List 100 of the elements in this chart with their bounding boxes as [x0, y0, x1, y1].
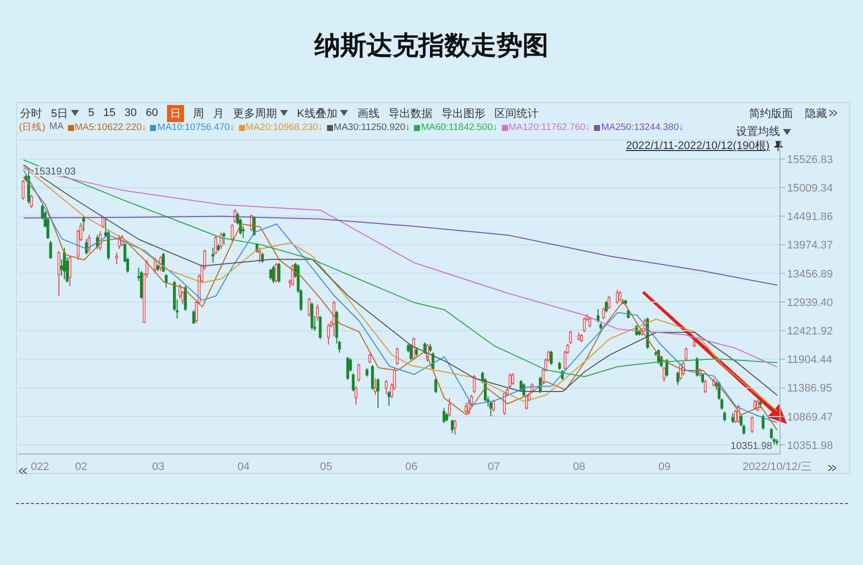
candlestick [316, 304, 319, 322]
candlestick [318, 315, 322, 340]
candlestick [269, 268, 272, 280]
text: 5 [88, 107, 94, 119]
text: 导出数据 [388, 106, 432, 120]
candlestick [676, 371, 680, 386]
candlestick [68, 255, 72, 286]
candlestick [442, 408, 446, 424]
x-tick-label: 05 [320, 460, 332, 473]
candlestick [272, 264, 275, 284]
candlestick [184, 285, 187, 312]
text: 隐藏 [805, 106, 828, 120]
text: 简约版面 [749, 106, 793, 120]
y-tick-label: 12939.40 [787, 296, 833, 309]
text: MA [49, 121, 64, 134]
legend-label: MA120:11762.760↓ [508, 122, 590, 133]
y-tick-label: 13974.37 [787, 240, 833, 252]
candlestick [384, 379, 388, 395]
candlestick [662, 366, 666, 382]
chart-title: 纳斯达克指数走势图 [313, 29, 550, 62]
candlestick [371, 364, 374, 390]
candlestick [22, 179, 25, 200]
candlestick [582, 316, 586, 333]
y-tick-label: 10351.98 [787, 440, 833, 452]
legend-label: MA250:13244.380↓ [601, 122, 684, 133]
candlestick [376, 378, 380, 409]
candlestick [616, 289, 619, 305]
text: 更多周期 [233, 106, 278, 120]
candlestick [352, 372, 355, 392]
candlestick [162, 252, 165, 273]
candlestick [62, 247, 66, 280]
x-tick-label: 2022/10/12/三 [742, 460, 812, 473]
candlestick [596, 308, 600, 323]
legend-label: MA10:10756.470↓ [157, 122, 235, 133]
candlestick [569, 330, 572, 344]
candlestick [604, 300, 608, 313]
candlestick [374, 378, 377, 396]
candlestick [410, 343, 412, 361]
candlestick [608, 295, 610, 310]
text: 30 [124, 107, 137, 119]
candlestick [274, 262, 278, 284]
candlestick [602, 307, 605, 320]
legend-label: MA5:10622.220↓ [74, 122, 146, 133]
candlestick [762, 414, 765, 430]
candlestick [310, 302, 314, 330]
x-tick-label: 02 [75, 460, 88, 473]
candlestick [684, 346, 688, 362]
candlestick [368, 353, 372, 364]
text: 月 [213, 106, 224, 120]
candlestick [511, 372, 514, 386]
candlestick [88, 234, 91, 254]
candlestick [332, 300, 336, 337]
y-tick-label: 15009.34 [787, 182, 833, 194]
candlestick [450, 419, 454, 434]
candlestick [520, 379, 522, 392]
x-tick-label: 09 [658, 460, 671, 473]
annotation: 2022/1/11-2022/10/12(190根) [626, 139, 771, 153]
candlestick [30, 194, 33, 208]
candlestick [750, 416, 754, 434]
text: 区间统计 [494, 106, 538, 120]
candlestick [327, 324, 330, 346]
y-tick-label: 11904.44 [787, 354, 832, 366]
candlestick [57, 250, 60, 296]
candlestick [82, 216, 86, 232]
text: K线叠加 [297, 106, 338, 120]
x-tick-label: 08 [573, 460, 586, 473]
candlestick [588, 316, 592, 328]
candlestick [508, 372, 512, 389]
candlestick [388, 390, 390, 406]
text: 日 [167, 104, 184, 122]
candlestick [464, 402, 468, 414]
candlestick [234, 208, 236, 224]
candlestick [503, 391, 506, 416]
candlestick [679, 362, 682, 380]
candlestick [753, 399, 756, 410]
legend-label: MA20:10968.230↓ [246, 122, 323, 133]
annotation: 10351.98 [730, 441, 773, 452]
candlestick [723, 410, 726, 422]
text: 画线 [357, 106, 380, 120]
x-tick-label: 06 [405, 460, 418, 473]
candlestick [49, 240, 52, 260]
candlestick [704, 379, 707, 394]
text: 60 [146, 107, 158, 119]
legend-label: MA30:11250.920↓ [334, 122, 410, 133]
candlestick [258, 247, 262, 264]
candlestick [346, 356, 350, 380]
y-tick-label: 15526.83 [787, 154, 833, 166]
candlestick [701, 372, 704, 384]
text: 分时 [20, 106, 42, 120]
candlestick [192, 310, 196, 325]
y-tick-label: 11386.95 [787, 382, 832, 395]
x-tick-label: 03 [152, 460, 164, 473]
text: (日线) [19, 121, 46, 134]
y-tick-label: 12421.92 [787, 326, 833, 338]
y-tick-label: 10869.47 [787, 411, 833, 424]
candlestick [115, 252, 118, 265]
text: 导出图形 [441, 106, 486, 120]
candlestick [434, 378, 438, 394]
text: 周 [193, 106, 204, 120]
legend-label: MA60:11842.500↓ [421, 122, 498, 133]
